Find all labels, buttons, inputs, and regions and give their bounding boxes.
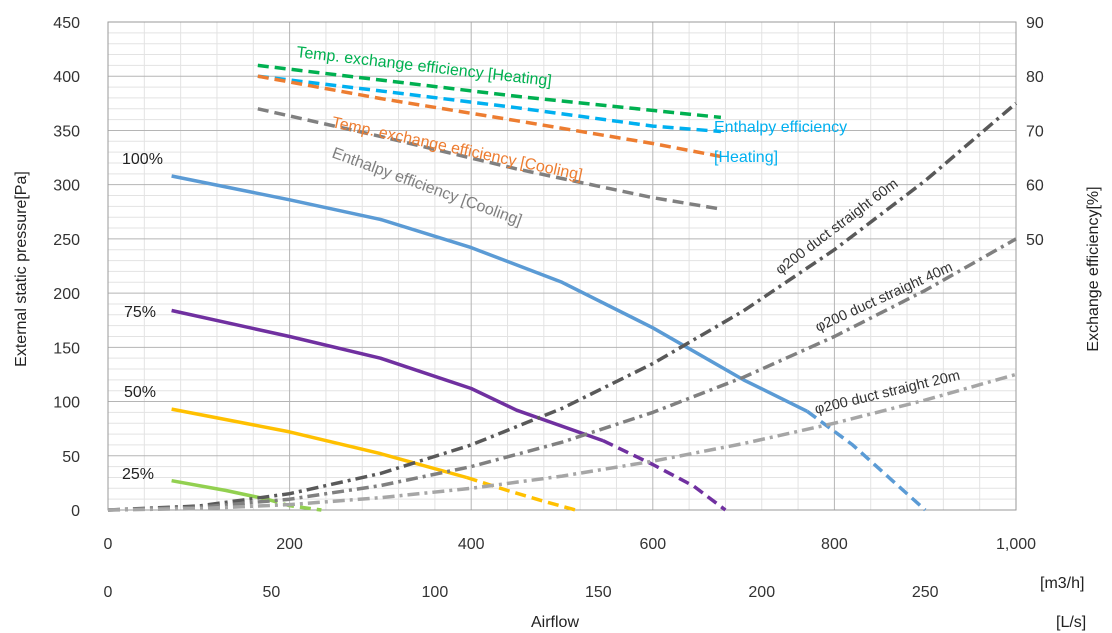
label-100-percent: 100% [122, 151, 163, 168]
y-tick-label: 150 [53, 340, 80, 357]
x2-tick-label: 250 [912, 584, 939, 601]
label-25-percent: 25% [122, 466, 154, 483]
x2-axis-unit: [L/s] [1056, 614, 1086, 631]
series-50-dashed [466, 475, 577, 512]
label-duct-20m: φ200 duct straight 20m [813, 368, 961, 418]
label-duct-60m: φ200 duct straight 60m [773, 176, 902, 278]
x-tick-label: 600 [639, 536, 666, 553]
x2-tick-label: 0 [104, 584, 113, 601]
series-100-solid [171, 174, 808, 413]
series-50-solid [171, 407, 468, 480]
y2-tick-label: 70 [1026, 123, 1044, 140]
axes: 0 50 100 150 200 250 300 350 400 450 50 60 70 80 90 0 20… [53, 15, 1044, 601]
x-tick-label: 0 [104, 536, 113, 553]
x-tick-label: 800 [821, 536, 848, 553]
series-200-duct-straight-60m-dashdot [107, 101, 1018, 512]
plot-border [107, 21, 1017, 511]
x2-tick-label: 200 [748, 584, 775, 601]
label-temp-heating: Temp. exchange efficiency [Heating] [296, 44, 553, 90]
y-tick-label: 400 [53, 69, 80, 86]
x-tick-label: 400 [458, 536, 485, 553]
series-200-duct-straight-20m-dashdot [107, 372, 1017, 512]
y-tick-label: 300 [53, 178, 80, 195]
label-75-percent: 75% [124, 304, 156, 321]
label-enthalpy-heating-line1: Enthalpy efficiency [714, 119, 847, 136]
label-50-percent: 50% [124, 384, 156, 401]
y-tick-label: 450 [53, 15, 80, 32]
y2-tick-label: 50 [1026, 232, 1044, 249]
y-tick-label: 50 [62, 449, 80, 466]
y-tick-label: 100 [53, 395, 80, 412]
series-temp-exchange-efficiency-cooling-dashed [257, 74, 722, 159]
x2-tick-label: 50 [263, 584, 281, 601]
x2-tick-label: 100 [422, 584, 449, 601]
y2-axis-title: Exchange efficiency[%] [1085, 186, 1102, 351]
y2-tick-label: 80 [1026, 69, 1044, 86]
y-tick-label: 200 [53, 286, 80, 303]
y-tick-label: 0 [71, 503, 80, 520]
x-tick-label: 1,000 [996, 536, 1036, 553]
series-layer [107, 63, 1018, 512]
series-enthalpy-efficiency-cooling-dashed [257, 107, 722, 211]
y2-tick-label: 90 [1026, 15, 1044, 32]
y-axis-title: External static pressure[Pa] [13, 171, 30, 367]
series-200-duct-straight-40m-dashdot [107, 237, 1017, 512]
series-75-dashed [602, 439, 727, 512]
series-temp-exchange-efficiency-heating-dashed [257, 63, 722, 120]
y-tick-label: 350 [53, 123, 80, 140]
y-tick-label: 250 [53, 232, 80, 249]
grid [107, 21, 1017, 511]
series-100-dashed [806, 409, 927, 512]
series-enthalpy-efficiency-heating-dashed [257, 74, 722, 134]
series-25-solid [171, 478, 268, 501]
y2-tick-label: 60 [1026, 178, 1044, 195]
x2-tick-label: 150 [585, 584, 612, 601]
x-axis-title: Airflow [531, 614, 579, 631]
label-enthalpy-heating-line2: [Heating] [714, 149, 778, 166]
series-75-solid [171, 308, 604, 443]
x-axis-unit: [m3/h] [1040, 575, 1084, 592]
x-tick-label: 200 [276, 536, 303, 553]
